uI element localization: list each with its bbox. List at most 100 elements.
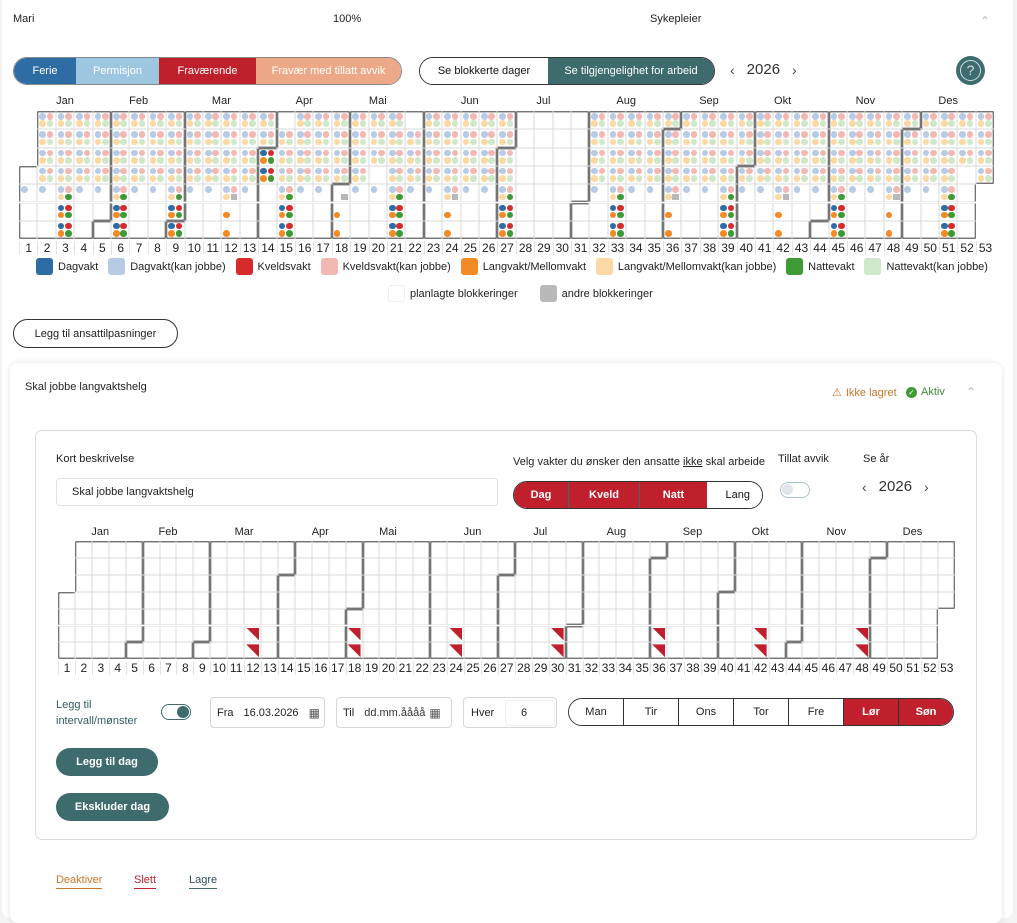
day-cell[interactable] — [227, 574, 245, 592]
day-cell[interactable] — [210, 642, 228, 660]
day-cell[interactable] — [626, 165, 645, 185]
day-cell[interactable] — [387, 220, 406, 240]
day-cell[interactable] — [887, 557, 904, 575]
day-cell[interactable] — [328, 557, 346, 575]
day-cell[interactable] — [548, 574, 566, 592]
day-cell[interactable] — [221, 129, 240, 148]
day-cell[interactable] — [58, 642, 75, 660]
day-cell[interactable] — [718, 147, 737, 166]
day-cell[interactable] — [176, 625, 194, 643]
day-cell[interactable] — [582, 608, 600, 626]
day-cell[interactable] — [633, 608, 651, 626]
day-cell[interactable] — [904, 608, 921, 626]
day-cell[interactable] — [239, 220, 259, 240]
day-cell[interactable] — [129, 129, 148, 148]
day-cell[interactable] — [582, 574, 600, 592]
day-cell[interactable] — [768, 574, 786, 592]
day-cell[interactable] — [125, 574, 143, 592]
day-cell[interactable] — [514, 642, 532, 660]
day-cell[interactable] — [497, 184, 516, 203]
day-cell[interactable] — [534, 111, 553, 130]
day-cell[interactable] — [430, 625, 448, 643]
day-cell[interactable] — [295, 184, 314, 203]
day-cell[interactable] — [633, 642, 651, 660]
day-cell[interactable] — [700, 541, 718, 558]
day-cell[interactable] — [313, 165, 332, 185]
day-cell[interactable] — [313, 129, 332, 148]
day-cell[interactable] — [184, 184, 203, 203]
day-cell[interactable] — [853, 625, 871, 643]
day-cell[interactable] — [802, 591, 820, 609]
day-cell[interactable] — [920, 111, 939, 130]
day-cell[interactable] — [751, 574, 769, 592]
day-cell[interactable] — [368, 184, 387, 203]
day-cell[interactable] — [684, 625, 701, 643]
day-cell[interactable] — [768, 625, 786, 643]
day-cell[interactable] — [599, 557, 617, 575]
day-cell[interactable] — [650, 541, 668, 558]
day-cell[interactable] — [548, 557, 566, 575]
day-cell[interactable] — [736, 147, 755, 166]
day-cell[interactable] — [571, 129, 590, 148]
day-cell[interactable] — [755, 184, 774, 203]
day-cell[interactable] — [193, 608, 211, 626]
day-cell[interactable] — [571, 184, 590, 203]
day-cell[interactable] — [736, 129, 755, 148]
day-cell[interactable] — [92, 111, 111, 130]
day-cell[interactable] — [108, 608, 126, 626]
day-cell[interactable] — [396, 591, 414, 609]
every-input[interactable]: 6 — [505, 700, 555, 726]
day-cell[interactable] — [663, 111, 682, 130]
day-cell[interactable] — [239, 202, 259, 221]
day-cell[interactable] — [464, 541, 481, 558]
day-cell[interactable] — [481, 557, 498, 575]
day-cell[interactable] — [74, 642, 92, 660]
day-cell[interactable] — [836, 625, 854, 643]
day-cell[interactable] — [379, 574, 397, 592]
day-cell[interactable] — [681, 184, 700, 203]
day-cell[interactable] — [479, 129, 498, 148]
day-cell[interactable] — [699, 202, 719, 221]
day-cell[interactable] — [700, 557, 718, 575]
day-cell[interactable] — [142, 557, 160, 575]
weekday-lør[interactable]: Lør — [843, 699, 898, 725]
day-cell[interactable] — [589, 165, 608, 185]
day-cell[interactable] — [331, 165, 351, 185]
day-cell[interactable] — [423, 129, 443, 148]
day-cell[interactable] — [667, 591, 685, 609]
day-cell[interactable] — [166, 147, 185, 166]
day-cell[interactable] — [311, 541, 329, 558]
day-cell[interactable] — [368, 111, 387, 130]
day-cell[interactable] — [515, 147, 535, 166]
day-cell[interactable] — [328, 591, 346, 609]
day-cell[interactable] — [142, 574, 160, 592]
day-cell[interactable] — [633, 591, 651, 609]
day-cell[interactable] — [111, 129, 130, 148]
day-cell[interactable] — [129, 147, 148, 166]
day-cell[interactable] — [791, 111, 811, 130]
day-cell[interactable] — [184, 111, 203, 130]
day-cell[interactable] — [277, 557, 295, 575]
day-cell[interactable] — [295, 111, 314, 130]
day-cell[interactable] — [423, 184, 443, 203]
day-cell[interactable] — [515, 165, 535, 185]
day-cell[interactable] — [55, 111, 75, 130]
day-cell[interactable] — [166, 165, 185, 185]
day-cell[interactable] — [58, 591, 75, 609]
day-cell[interactable] — [258, 220, 277, 240]
day-cell[interactable] — [277, 591, 295, 609]
day-cell[interactable] — [571, 111, 590, 130]
day-cell[interactable] — [55, 147, 75, 166]
day-cell[interactable] — [413, 608, 431, 626]
day-cell[interactable] — [74, 202, 93, 221]
weekday-søn[interactable]: Søn — [898, 699, 953, 725]
day-cell[interactable] — [379, 642, 397, 660]
day-cell[interactable] — [460, 184, 479, 203]
day-cell[interactable] — [751, 557, 769, 575]
day-cell[interactable] — [261, 574, 278, 592]
collapse-rule-chevron-icon[interactable]: ⌃ — [966, 385, 977, 399]
day-cell[interactable] — [362, 557, 380, 575]
day-cell[interactable] — [142, 608, 160, 626]
day-cell[interactable] — [681, 111, 700, 130]
day-cell[interactable] — [565, 541, 583, 558]
